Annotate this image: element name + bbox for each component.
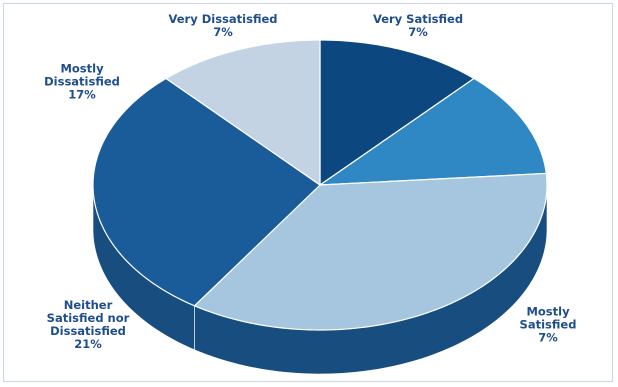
slice-label: Very Dissatisfied 7% [153,13,293,39]
value-label: 21% [74,337,102,351]
category-label: Mostly Dissatisfied [44,61,120,89]
slice-label: Very Satisfied 7% [358,13,478,39]
value-label: 17% [68,87,96,102]
slice [317,77,547,186]
slice [92,77,321,307]
category-label: Neither Satisfied nor Dissatisfied [46,298,130,338]
slice-label: Mostly Satisfied 7% [512,304,584,345]
slice [164,39,321,187]
frame [3,3,613,382]
value-label: 7% [538,330,558,345]
slice-label: Mostly Dissatisfied 17% [42,61,122,102]
value-label: 7% [213,25,233,39]
value-label: 7% [408,25,428,39]
slice-label: Neither Satisfied nor Dissatisfied 21% [38,299,138,351]
slice [193,172,548,331]
category-label: Mostly Satisfied [519,304,577,332]
slice [319,39,476,187]
category-label: Very Dissatisfied [168,12,278,26]
category-label: Very Satisfied [372,12,464,26]
